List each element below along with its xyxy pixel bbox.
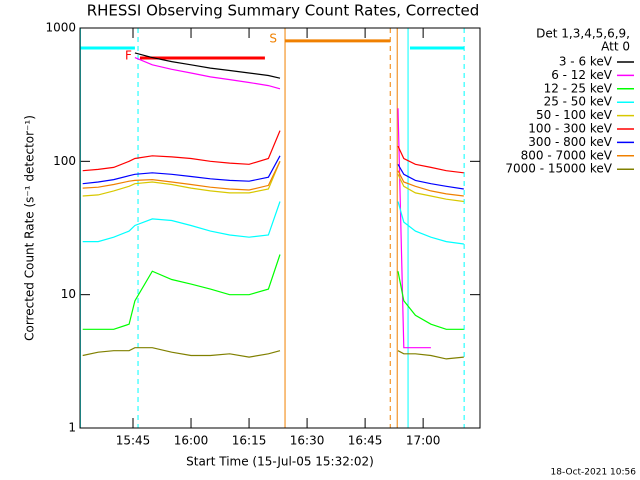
flag-label: F — [125, 48, 132, 62]
y-tick-label: 100 — [53, 154, 76, 168]
series-line — [82, 201, 464, 245]
series-line — [82, 130, 464, 174]
y-tick-label: 1 — [68, 421, 76, 435]
legend-header: Att 0 — [601, 40, 630, 54]
legend-header: Det 1,3,4,5,6,9, — [536, 27, 630, 41]
legend-label: 300 - 800 keV — [528, 135, 612, 149]
x-tick-label: 16:15 — [232, 434, 267, 448]
x-tick-label: 16:45 — [348, 434, 383, 448]
series-line — [82, 161, 464, 203]
legend-label: 3 - 6 keV — [559, 55, 613, 69]
footer: 18-Oct-2021 10:56 — [551, 468, 637, 478]
series-line — [82, 161, 464, 197]
flag-label: S — [269, 31, 277, 45]
x-tick-label: 17:00 — [406, 434, 441, 448]
plot-frame — [79, 27, 481, 429]
x-tick-label: 16:00 — [174, 434, 209, 448]
series-line — [82, 254, 464, 330]
x-tick-label: 16:30 — [290, 434, 325, 448]
legend-label: 800 - 7000 keV — [521, 148, 613, 162]
y-axis-label: Corrected Count Rate (s⁻¹ detector⁻¹) — [23, 115, 37, 341]
legend-label: 7000 - 15000 keV — [505, 162, 612, 176]
legend-label: 25 - 50 keV — [544, 95, 613, 109]
y-tick-label: 1000 — [45, 21, 76, 35]
series-line — [134, 57, 431, 349]
series-line — [82, 347, 464, 360]
legend-label: 100 - 300 keV — [528, 122, 612, 136]
series-line — [82, 155, 464, 190]
y-tick-label: 10 — [61, 287, 76, 301]
x-tick-label: 15:45 — [116, 434, 151, 448]
legend-label: 12 - 25 keV — [544, 81, 613, 95]
legend-label: 6 - 12 keV — [551, 68, 613, 82]
x-axis-label: Start Time (15-Jul-05 15:32:02) — [186, 455, 374, 469]
legend-label: 50 - 100 keV — [536, 108, 613, 122]
chart-title: RHESSI Observing Summary Count Rates, Co… — [87, 2, 480, 20]
